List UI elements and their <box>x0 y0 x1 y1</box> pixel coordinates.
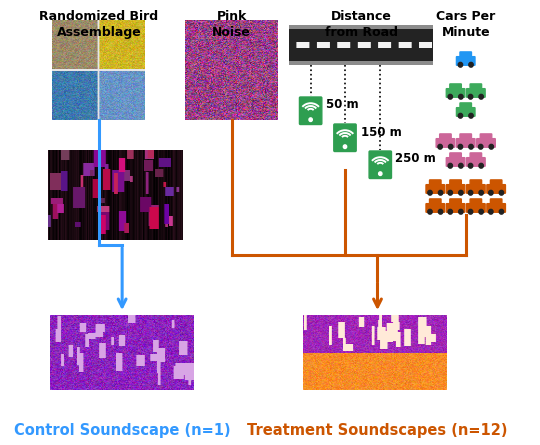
FancyBboxPatch shape <box>450 153 461 159</box>
FancyBboxPatch shape <box>450 84 461 89</box>
Circle shape <box>428 210 432 214</box>
FancyBboxPatch shape <box>429 180 441 186</box>
FancyBboxPatch shape <box>440 134 451 140</box>
Circle shape <box>468 94 473 99</box>
Circle shape <box>448 94 453 99</box>
Text: Distance
from Road: Distance from Road <box>325 10 398 39</box>
Text: 50 m: 50 m <box>326 98 359 112</box>
Circle shape <box>458 113 463 118</box>
Circle shape <box>448 210 453 214</box>
FancyBboxPatch shape <box>456 108 475 116</box>
Circle shape <box>438 190 443 195</box>
Circle shape <box>479 163 483 168</box>
FancyBboxPatch shape <box>467 185 485 193</box>
Circle shape <box>469 62 473 67</box>
Circle shape <box>428 190 432 195</box>
FancyBboxPatch shape <box>450 180 461 186</box>
Circle shape <box>468 163 473 168</box>
Circle shape <box>479 190 483 195</box>
Circle shape <box>449 144 453 149</box>
Circle shape <box>489 190 493 195</box>
FancyBboxPatch shape <box>436 139 455 147</box>
FancyBboxPatch shape <box>467 89 485 97</box>
FancyBboxPatch shape <box>470 180 482 186</box>
Circle shape <box>469 144 473 149</box>
Circle shape <box>479 210 483 214</box>
FancyBboxPatch shape <box>446 185 465 193</box>
Circle shape <box>458 190 463 195</box>
Text: Pink
Noise: Pink Noise <box>212 10 251 39</box>
Circle shape <box>458 144 463 149</box>
FancyBboxPatch shape <box>429 199 441 205</box>
FancyBboxPatch shape <box>460 134 471 140</box>
FancyBboxPatch shape <box>300 97 322 125</box>
FancyBboxPatch shape <box>487 204 505 212</box>
Circle shape <box>478 144 483 149</box>
Circle shape <box>489 144 494 149</box>
Circle shape <box>458 210 463 214</box>
FancyBboxPatch shape <box>490 199 502 205</box>
Circle shape <box>469 113 473 118</box>
Circle shape <box>500 210 504 214</box>
FancyBboxPatch shape <box>456 57 475 65</box>
Circle shape <box>309 118 312 121</box>
FancyBboxPatch shape <box>426 185 444 193</box>
Circle shape <box>500 190 504 195</box>
Text: Control Soundscape (n=1): Control Soundscape (n=1) <box>14 423 231 438</box>
Circle shape <box>438 144 442 149</box>
Text: Randomized Bird
Assemblage: Randomized Bird Assemblage <box>39 10 158 39</box>
FancyBboxPatch shape <box>450 199 461 205</box>
Text: 250 m: 250 m <box>395 153 436 166</box>
FancyBboxPatch shape <box>446 89 465 97</box>
FancyBboxPatch shape <box>460 103 471 109</box>
FancyBboxPatch shape <box>456 139 475 147</box>
Circle shape <box>458 94 463 99</box>
Text: 150 m: 150 m <box>361 125 402 138</box>
Circle shape <box>458 62 463 67</box>
FancyBboxPatch shape <box>490 180 502 186</box>
FancyBboxPatch shape <box>477 139 495 147</box>
FancyBboxPatch shape <box>470 84 482 89</box>
Circle shape <box>489 210 493 214</box>
Circle shape <box>438 210 443 214</box>
Circle shape <box>479 94 483 99</box>
Text: Cars Per
Minute: Cars Per Minute <box>436 10 495 39</box>
FancyBboxPatch shape <box>467 158 485 166</box>
FancyBboxPatch shape <box>467 204 485 212</box>
FancyBboxPatch shape <box>426 204 444 212</box>
Circle shape <box>379 172 382 175</box>
FancyBboxPatch shape <box>480 134 492 140</box>
FancyBboxPatch shape <box>470 199 482 205</box>
FancyBboxPatch shape <box>446 204 465 212</box>
FancyBboxPatch shape <box>460 52 471 58</box>
FancyBboxPatch shape <box>446 158 465 166</box>
Circle shape <box>468 210 473 214</box>
Circle shape <box>458 163 463 168</box>
FancyBboxPatch shape <box>369 151 392 178</box>
FancyBboxPatch shape <box>470 153 482 159</box>
Circle shape <box>448 163 453 168</box>
Text: Treatment Soundscapes (n=12): Treatment Soundscapes (n=12) <box>247 423 508 438</box>
FancyBboxPatch shape <box>487 185 505 193</box>
Circle shape <box>343 145 347 149</box>
Circle shape <box>448 190 453 195</box>
Circle shape <box>468 190 473 195</box>
FancyBboxPatch shape <box>334 124 356 151</box>
